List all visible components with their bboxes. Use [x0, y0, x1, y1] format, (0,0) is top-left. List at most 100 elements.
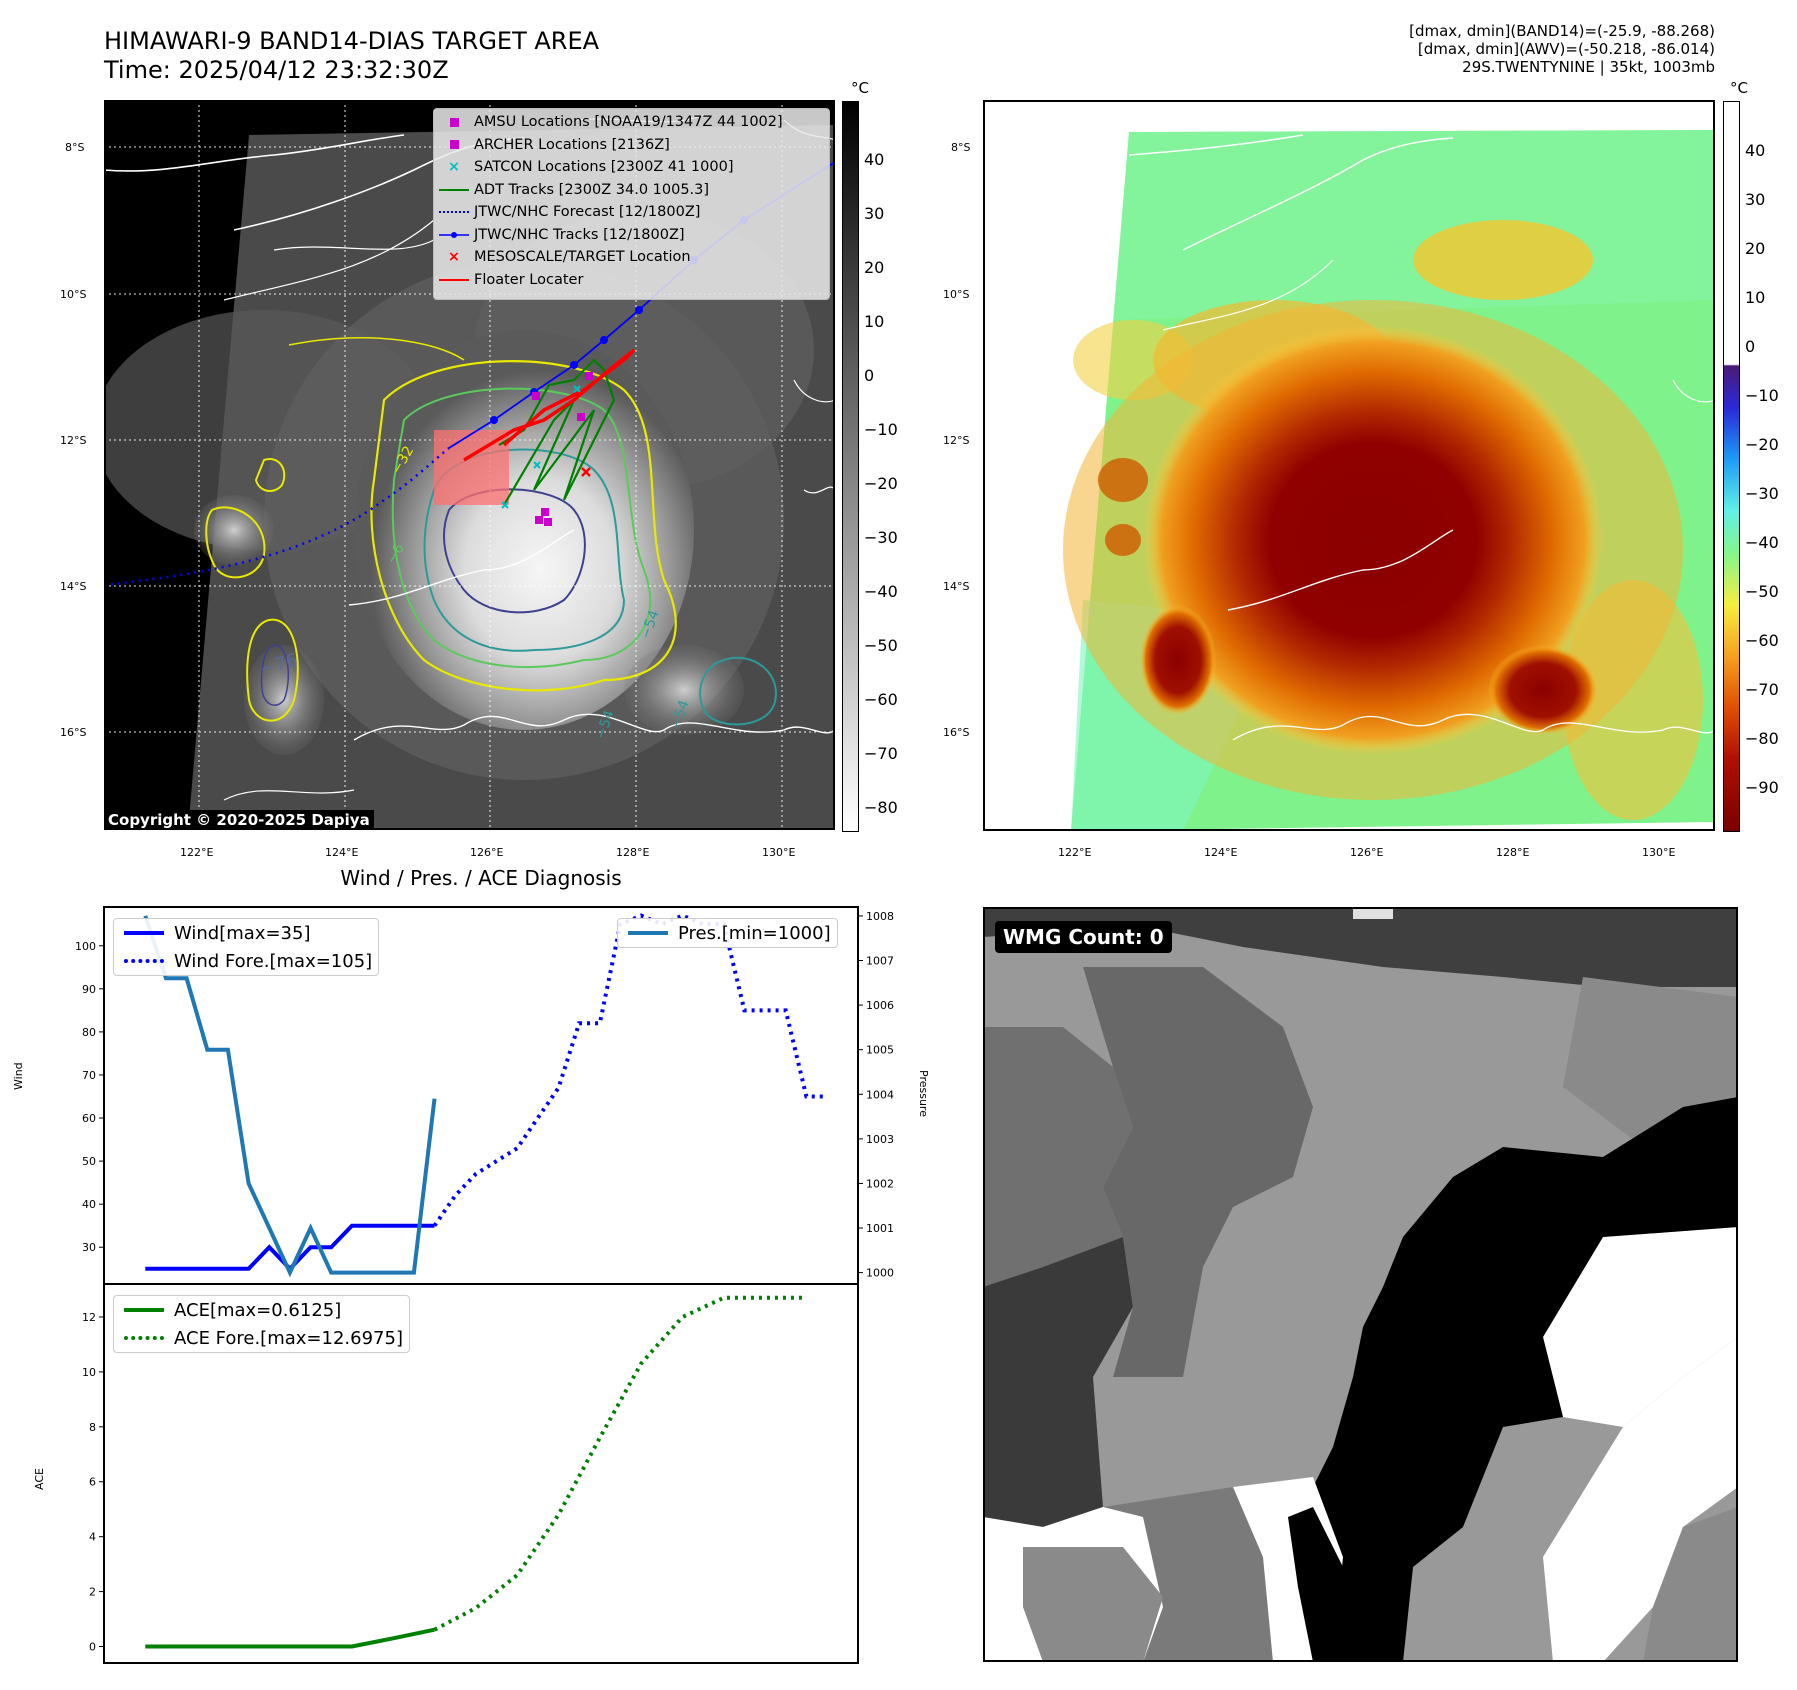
- line-marker-icon: [434, 278, 474, 281]
- ace-tick-label: 0: [89, 1641, 96, 1654]
- dotted-line-icon: [114, 1336, 174, 1340]
- cb2-tick: −30: [1745, 484, 1779, 503]
- legend-item-forecast: JTWC/NHC Forecast [12/1800Z]: [434, 201, 829, 224]
- copyright-label: Copyright © 2020-2025 Dapiya: [104, 810, 374, 830]
- cb2-tick: −20: [1745, 435, 1779, 454]
- map1-lon-124: 124°E: [325, 846, 359, 859]
- wind-tick-label: 30: [82, 1241, 96, 1254]
- cb2-tick: 20: [1745, 239, 1766, 258]
- ace-tick-label: 10: [82, 1366, 96, 1379]
- wind-tick-label: 70: [82, 1069, 96, 1082]
- pressure-tick-label: 1001: [866, 1222, 894, 1235]
- cb2-tick: −50: [1745, 582, 1779, 601]
- pressure-tick-label: 1007: [866, 955, 894, 968]
- pressure-tick-label: 1006: [866, 999, 894, 1012]
- storm-info: [dmax, dmin](BAND14)=(-25.9, -88.268) [d…: [1409, 22, 1715, 76]
- cb1-tick: −60: [864, 690, 898, 709]
- cb1-tick: 30: [864, 204, 885, 223]
- wind-pressure-chart: 100 90 80 70 60 50 40 30 1008 1007 1006 1005 1004 10…: [75, 906, 894, 1287]
- dotted-line-icon: [114, 959, 174, 963]
- cb2-tick: 30: [1745, 190, 1766, 209]
- pressure-tick-label: 1004: [866, 1088, 894, 1101]
- cb2-tick: −80: [1745, 729, 1779, 748]
- wmg-map-frame: [983, 907, 1738, 1662]
- wind-ylabel: Wind: [12, 1062, 25, 1090]
- cb2-tick: 0: [1745, 337, 1756, 356]
- band14-colorbar: [842, 101, 859, 832]
- map1-lat-14: 14°S: [60, 580, 87, 593]
- cb1-tick: −20: [864, 474, 898, 493]
- map2-lon-126: 126°E: [1350, 846, 1384, 859]
- map2-lat-10: 10°S: [943, 288, 970, 301]
- band14-colorbar-unit: °C: [851, 79, 869, 97]
- awv-colorbar: [1723, 101, 1740, 832]
- map2-lon-130: 130°E: [1642, 846, 1676, 859]
- map-legend: AMSU Locations [NOAA19/1347Z 44 1002] AR…: [433, 108, 830, 300]
- map1-lat-10: 10°S: [60, 288, 87, 301]
- map1-lat-12: 12°S: [60, 434, 87, 447]
- map1-lon-128: 128°E: [616, 846, 650, 859]
- legend-item-adt: ADT Tracks [2300Z 34.0 1005.3]: [434, 179, 829, 202]
- legend-wind: Wind[max=35]: [114, 919, 378, 947]
- ace-legend: ACE[max=0.6125] ACE Fore.[max=12.6975]: [113, 1295, 410, 1353]
- legend-ace: ACE[max=0.6125]: [114, 1296, 409, 1324]
- cb2-tick: −90: [1745, 778, 1779, 797]
- wind-tick-label: 60: [82, 1112, 96, 1125]
- legend-pressure: Pres.[min=1000]: [618, 919, 837, 947]
- x-marker-icon: ×: [447, 159, 461, 176]
- cb1-tick: 10: [864, 312, 885, 331]
- wind-tick-label: 90: [82, 983, 96, 996]
- legend-item-satcon: × SATCON Locations [2300Z 41 1000]: [434, 156, 829, 179]
- band14-map-frame: [104, 100, 835, 830]
- legend-wind-forecast: Wind Fore.[max=105]: [114, 947, 378, 975]
- legend-item-mesoscale: × MESOSCALE/TARGET Location: [434, 246, 829, 269]
- map1-lon-130: 130°E: [762, 846, 796, 859]
- cb1-tick: 20: [864, 258, 885, 277]
- wind-series-line-2: [143, 915, 437, 1278]
- cb2-tick: −40: [1745, 533, 1779, 552]
- map1-lat-8: 8°S: [65, 141, 85, 154]
- cb2-tick: −60: [1745, 631, 1779, 650]
- map2-lon-124: 124°E: [1204, 846, 1238, 859]
- cb1-tick: −80: [864, 798, 898, 817]
- cb1-tick: 40: [864, 150, 885, 169]
- title-line-2: Time: 2025/04/12 23:32:30Z: [104, 56, 449, 84]
- wind-tick-label: 50: [82, 1155, 96, 1168]
- solid-line-icon: [618, 931, 678, 935]
- map2-lon-122: 122°E: [1058, 846, 1092, 859]
- cb2-tick: 10: [1745, 288, 1766, 307]
- legend-item-amsu: AMSU Locations [NOAA19/1347Z 44 1002]: [434, 111, 829, 134]
- cb2-tick: −10: [1745, 386, 1779, 405]
- pressure-tick-label: 1003: [866, 1133, 894, 1146]
- cb1-tick: −10: [864, 420, 898, 439]
- awv-map-frame: [983, 100, 1715, 831]
- wind-legend: Wind[max=35] Wind Fore.[max=105]: [113, 918, 380, 976]
- cb1-tick: 0: [864, 366, 875, 385]
- map2-lat-14: 14°S: [943, 580, 970, 593]
- legend-item-tracks: JTWC/NHC Tracks [12/1800Z]: [434, 224, 829, 247]
- dotted-line-icon: [434, 211, 474, 214]
- wind-tick-label: 100: [75, 940, 96, 953]
- pressure-tick-label: 1008: [866, 910, 894, 923]
- x-marker-icon: ×: [447, 249, 461, 266]
- pressure-legend: Pres.[min=1000]: [617, 918, 838, 948]
- map2-lat-16: 16°S: [943, 726, 970, 739]
- cb1-tick: −40: [864, 582, 898, 601]
- pressure-tick-label: 1002: [866, 1177, 894, 1190]
- map2-lat-12: 12°S: [943, 434, 970, 447]
- ace-tick-label: 12: [82, 1311, 96, 1324]
- map2-lat-8: 8°S: [951, 141, 971, 154]
- wind-series-line-1: [432, 913, 827, 1227]
- info-line-1: [dmax, dmin](BAND14)=(-25.9, -88.268): [1409, 22, 1715, 40]
- figure-title: HIMAWARI-9 BAND14-DIAS TARGET AREA Time:…: [104, 27, 599, 85]
- cb2-tick: −70: [1745, 680, 1779, 699]
- wmg-count-badge: WMG Count: 0: [995, 921, 1172, 953]
- line-marker-icon: [434, 188, 474, 191]
- cb1-tick: −50: [864, 636, 898, 655]
- ace-tick-label: 8: [89, 1421, 96, 1434]
- cb1-tick: −30: [864, 528, 898, 547]
- map1-lat-16: 16°S: [60, 726, 87, 739]
- title-line-1: HIMAWARI-9 BAND14-DIAS TARGET AREA: [104, 27, 600, 55]
- info-line-3: 29S.TWENTYNINE | 35kt, 1003mb: [1462, 58, 1715, 76]
- wind-tick-label: 40: [82, 1198, 96, 1211]
